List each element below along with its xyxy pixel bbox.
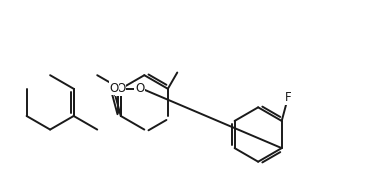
Text: O: O <box>110 82 119 95</box>
Text: O: O <box>116 82 125 95</box>
Text: O: O <box>135 82 144 95</box>
Text: F: F <box>285 91 292 104</box>
